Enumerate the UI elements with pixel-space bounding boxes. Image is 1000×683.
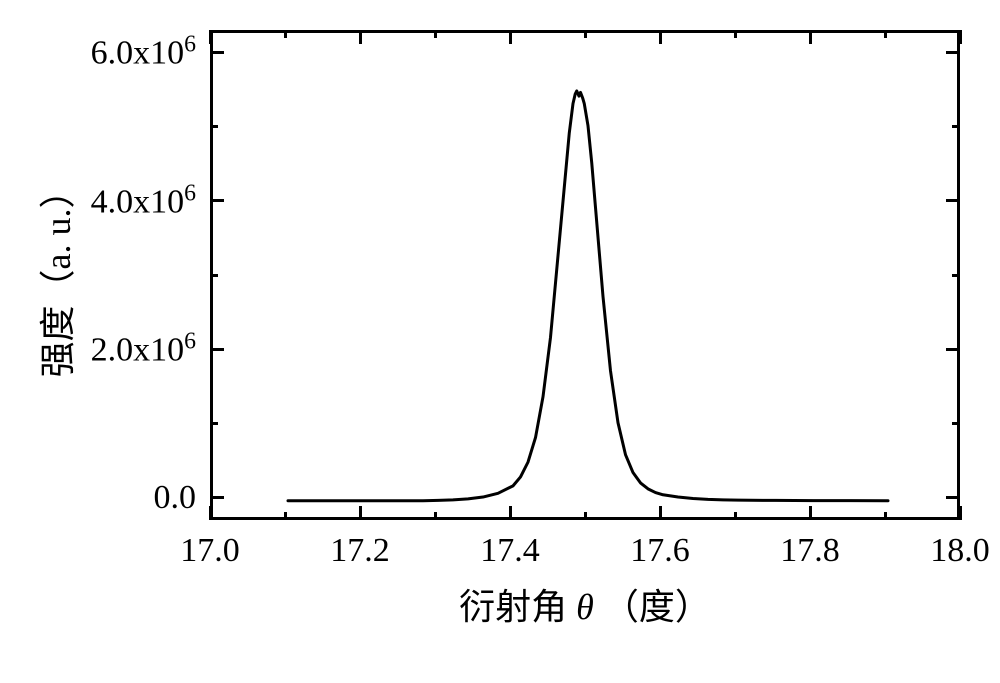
y-tick-mark xyxy=(210,274,218,277)
x-tick-label: 17.8 xyxy=(780,532,840,570)
y-tick-label: 2.0x106 xyxy=(91,329,196,370)
y-tick-mark xyxy=(210,199,224,202)
x-tick-mark xyxy=(434,30,437,38)
x-tick-mark xyxy=(284,512,287,520)
y-tick-label: 6.0x106 xyxy=(91,32,196,73)
y-tick-label: 0.0 xyxy=(154,479,197,517)
y-tick-mark xyxy=(952,422,960,425)
y-tick-mark xyxy=(946,199,960,202)
x-tick-mark xyxy=(884,512,887,520)
x-tick-label: 18.0 xyxy=(930,532,990,570)
x-tick-mark xyxy=(809,30,812,44)
x-tick-mark xyxy=(509,506,512,520)
y-tick-mark xyxy=(952,125,960,128)
y-tick-mark xyxy=(210,51,224,54)
y-tick-mark xyxy=(946,51,960,54)
y-tick-mark xyxy=(946,348,960,351)
plot-area xyxy=(210,30,960,520)
x-tick-mark xyxy=(359,30,362,44)
x-tick-mark xyxy=(809,506,812,520)
y-tick-mark xyxy=(952,274,960,277)
x-tick-mark xyxy=(959,30,962,44)
y-tick-mark xyxy=(210,496,224,499)
x-tick-mark xyxy=(359,506,362,520)
line-series-svg xyxy=(213,33,963,523)
x-tick-mark xyxy=(284,30,287,38)
x-tick-mark xyxy=(734,512,737,520)
x-axis-title-var: θ xyxy=(576,587,594,627)
x-tick-mark xyxy=(659,506,662,520)
x-tick-mark xyxy=(584,30,587,38)
x-tick-label: 17.2 xyxy=(330,532,390,570)
x-tick-mark xyxy=(584,512,587,520)
x-tick-mark xyxy=(959,506,962,520)
x-tick-mark xyxy=(509,30,512,44)
y-tick-mark xyxy=(210,422,218,425)
x-tick-mark xyxy=(434,512,437,520)
x-tick-mark xyxy=(209,30,212,44)
y-tick-mark xyxy=(210,125,218,128)
y-tick-label: 4.0x106 xyxy=(91,180,196,221)
y-axis-title-prefix: 强度 xyxy=(38,305,78,377)
y-axis-title-unit: （a. u.） xyxy=(38,173,78,306)
x-tick-label: 17.0 xyxy=(180,532,240,570)
xrd-chart: 强度（a. u.） 衍射角 θ （度） 0.0 2.0x106 4.0x106 6.0… xyxy=(0,0,1000,683)
series-line xyxy=(288,91,888,501)
x-tick-label: 17.6 xyxy=(630,532,690,570)
y-tick-mark xyxy=(946,496,960,499)
y-tick-mark xyxy=(210,348,224,351)
y-axis-title: 强度（a. u.） xyxy=(29,173,81,378)
x-tick-mark xyxy=(209,506,212,520)
x-tick-mark xyxy=(884,30,887,38)
x-tick-mark xyxy=(659,30,662,44)
x-axis-title-unit: （度） xyxy=(594,587,711,627)
x-axis-title-prefix: 衍射角 xyxy=(459,587,576,627)
x-tick-mark xyxy=(734,30,737,38)
x-tick-label: 17.4 xyxy=(480,532,540,570)
x-axis-title: 衍射角 θ （度） xyxy=(459,578,711,630)
